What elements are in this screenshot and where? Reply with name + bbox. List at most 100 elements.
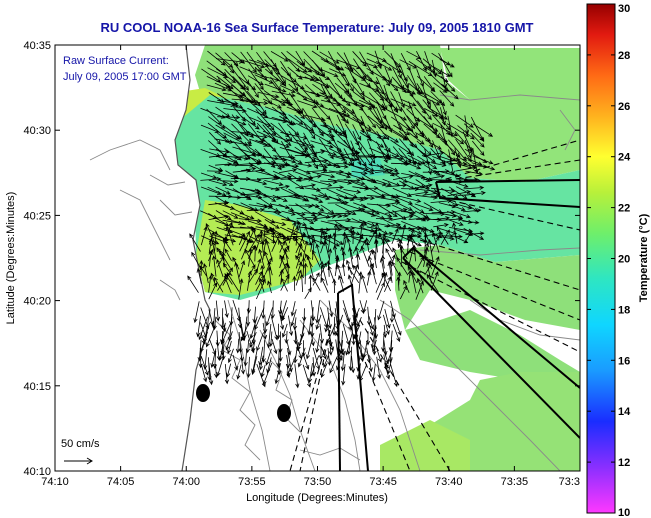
current-vector	[304, 66, 330, 80]
current-vector	[227, 340, 232, 355]
current-vector	[311, 203, 325, 212]
current-vector	[344, 179, 366, 186]
current-vector	[371, 249, 377, 269]
current-vector	[348, 246, 354, 268]
current-vector	[290, 301, 296, 317]
current-vector	[200, 172, 218, 179]
current-vector	[336, 66, 350, 87]
current-vector	[407, 154, 426, 165]
current-vector	[271, 338, 278, 355]
current-vector	[334, 91, 351, 107]
current-vector	[259, 229, 264, 253]
current-vector	[240, 59, 266, 69]
current-vector	[208, 237, 213, 253]
river-1	[149, 174, 186, 186]
current-vector	[263, 90, 286, 107]
current-vector	[288, 114, 304, 125]
current-vector	[308, 363, 313, 384]
current-vector	[326, 60, 345, 71]
current-vector	[358, 141, 376, 164]
current-vector	[200, 355, 209, 376]
current-vector	[361, 210, 376, 217]
current-vector	[422, 174, 446, 181]
current-vector	[310, 179, 333, 187]
radar-site-marker-2	[277, 404, 291, 422]
x-tick-label: 73:35	[501, 476, 529, 488]
current-vector	[205, 222, 216, 244]
current-vector	[359, 195, 376, 201]
current-vector	[248, 268, 259, 284]
current-vector	[416, 100, 432, 121]
current-vector	[397, 243, 408, 260]
current-vector	[266, 323, 272, 349]
current-vector	[256, 130, 277, 141]
current-vector	[311, 227, 331, 232]
current-vector	[262, 362, 273, 386]
current-vector	[306, 255, 314, 278]
current-vector	[463, 123, 485, 141]
current-vector	[255, 109, 275, 131]
current-vector	[376, 60, 393, 71]
current-vector	[312, 123, 336, 142]
current-vector	[424, 255, 433, 270]
current-vector	[280, 85, 296, 93]
current-vector	[471, 140, 485, 157]
current-vector	[196, 315, 201, 338]
current-vector	[463, 190, 486, 196]
contour-mid-2	[469, 299, 580, 341]
current-vector	[265, 307, 274, 327]
current-vector	[267, 260, 273, 276]
current-vector	[226, 272, 240, 292]
contour-40m	[319, 299, 421, 471]
current-vector	[251, 356, 258, 376]
scale-label: 50 cm/s	[61, 438, 100, 450]
current-vector	[422, 131, 434, 148]
colorbar-tick-label: 14	[618, 406, 631, 418]
current-vector	[284, 330, 289, 344]
current-vector	[281, 51, 301, 73]
current-vector	[215, 300, 221, 322]
current-vector	[290, 309, 297, 327]
current-vector	[415, 280, 424, 300]
current-vector	[206, 169, 223, 174]
current-vector	[264, 83, 287, 93]
current-vector	[358, 219, 376, 227]
current-vector	[399, 245, 404, 267]
current-vector	[200, 363, 208, 383]
current-vector	[238, 278, 244, 300]
current-vector	[398, 195, 422, 203]
current-vector	[368, 355, 373, 373]
current-vector	[352, 233, 364, 254]
current-vector	[315, 314, 322, 330]
current-vector	[304, 287, 312, 300]
colorbar-tick-label: 22	[618, 203, 630, 215]
current-vector	[423, 232, 428, 254]
current-vector	[312, 214, 337, 220]
current-vector	[320, 263, 328, 286]
current-vector	[302, 240, 309, 259]
current-vector	[312, 75, 330, 88]
current-vector	[255, 258, 262, 275]
current-vector	[292, 275, 297, 291]
contour-ne	[439, 94, 580, 101]
current-vector	[439, 157, 461, 164]
current-vector	[315, 243, 322, 262]
current-vector	[440, 76, 456, 92]
current-vector	[352, 196, 369, 201]
current-vector	[215, 68, 237, 84]
current-vector	[342, 150, 361, 156]
current-vector	[310, 234, 315, 252]
current-vector	[320, 185, 345, 190]
current-vector	[303, 123, 316, 140]
y-tick-label: 40:30	[23, 125, 51, 137]
current-vector	[278, 239, 289, 259]
current-vector	[294, 114, 314, 132]
radar-solid-5	[337, 283, 369, 471]
y-axis-label: Latitude (Degrees:Minutes)	[5, 192, 17, 325]
current-vector	[447, 156, 462, 164]
current-vector	[384, 362, 391, 380]
x-axis-label: Longitude (Degrees:Minutes)	[246, 492, 388, 504]
current-vector	[224, 99, 244, 109]
current-vector	[430, 187, 456, 193]
